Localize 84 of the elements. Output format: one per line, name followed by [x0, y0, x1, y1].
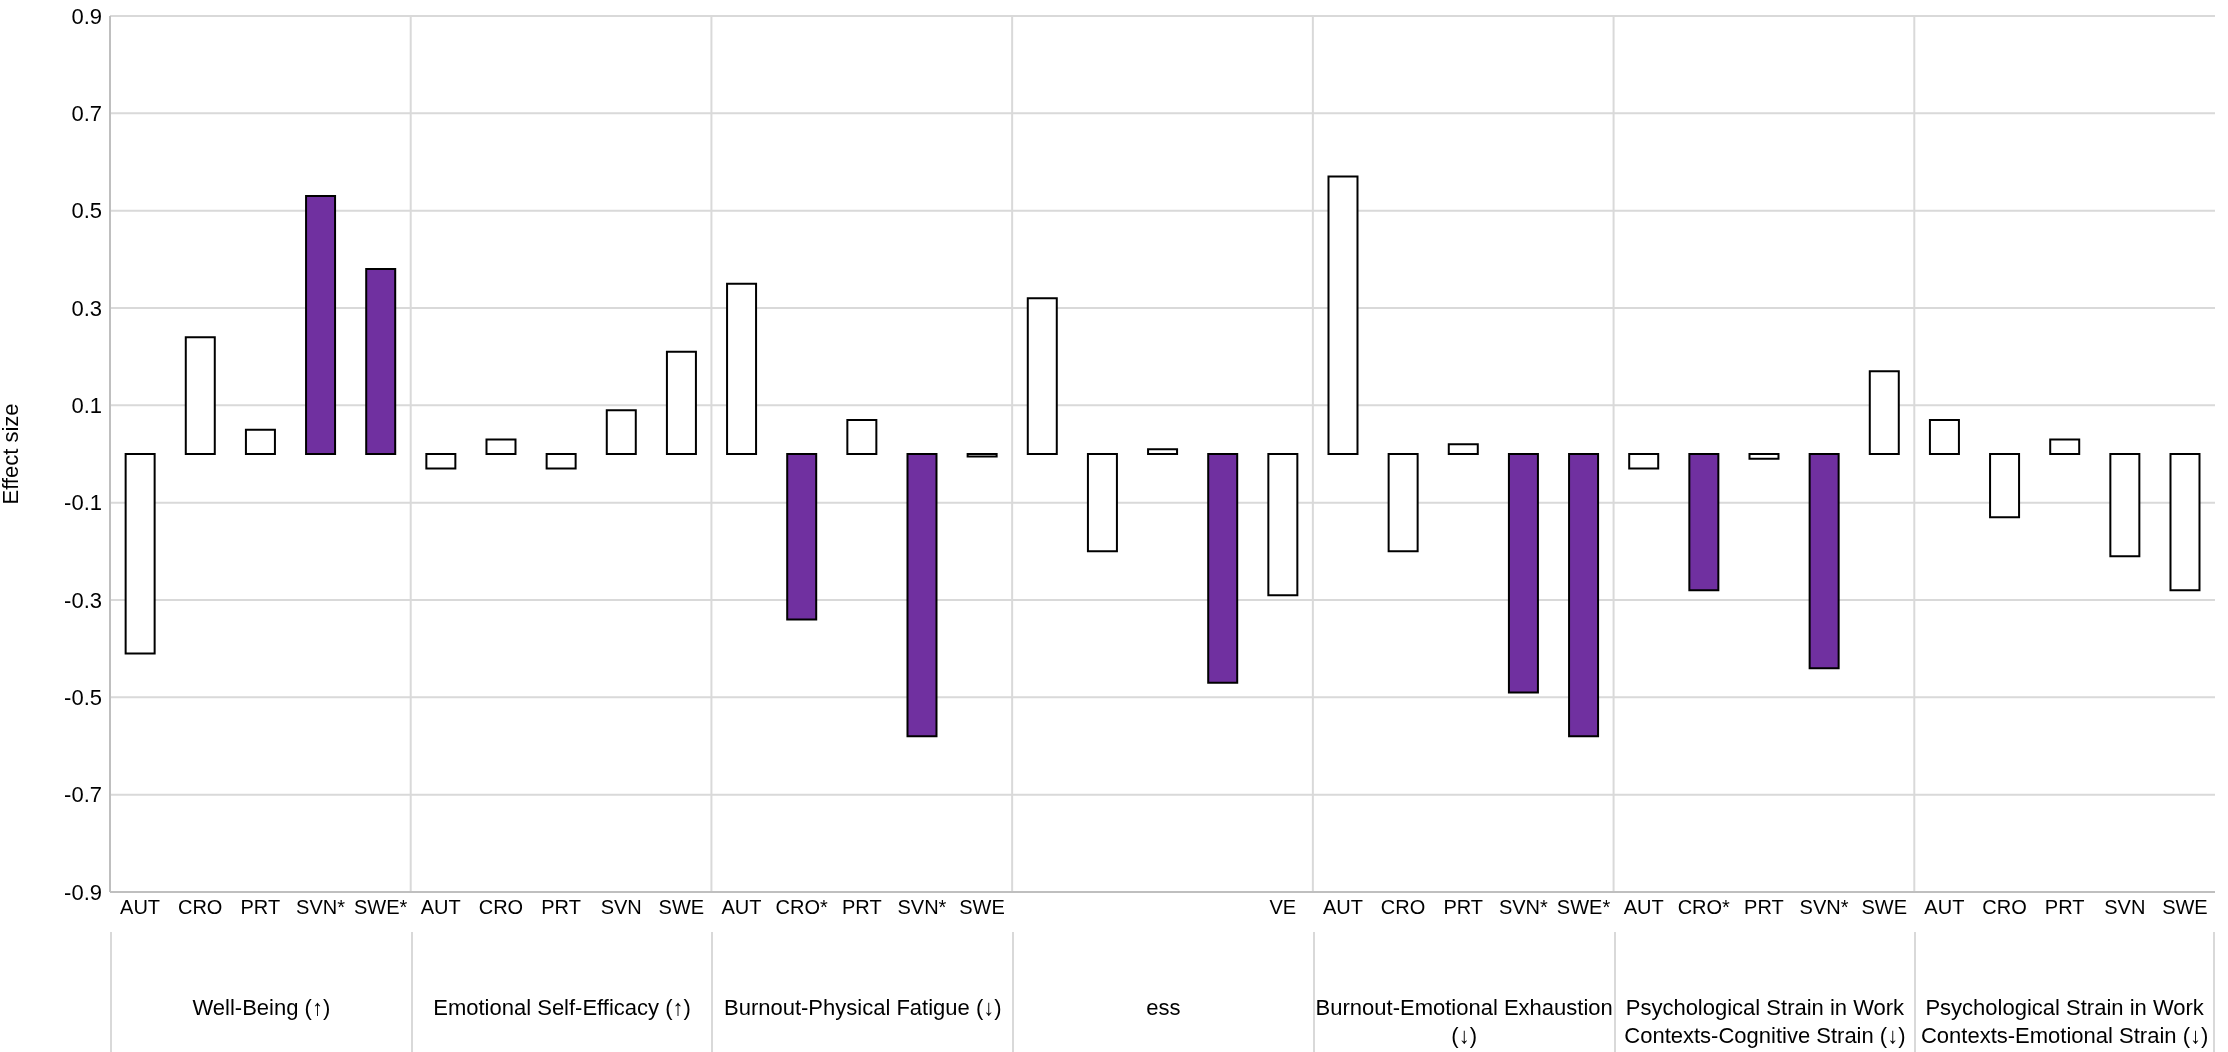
- bar: [605, 409, 637, 455]
- x-tick-label: SVN: [600, 896, 642, 919]
- y-tick-label: -0.5: [64, 685, 102, 711]
- x-tick-label: SWE: [658, 896, 705, 919]
- bar: [846, 418, 878, 455]
- bar: [1267, 453, 1299, 597]
- bar: [1568, 453, 1600, 738]
- bar: [1327, 175, 1359, 455]
- y-tick-label: 0.9: [71, 3, 102, 29]
- bar: [1447, 443, 1479, 455]
- y-tick-label: 0.7: [71, 101, 102, 127]
- bar: [1808, 453, 1840, 670]
- x-tick-label: PRT: [2044, 896, 2085, 919]
- bar: [425, 453, 457, 470]
- y-tick-label: 0.3: [71, 295, 102, 321]
- bar: [545, 453, 577, 470]
- bar: [244, 428, 276, 455]
- bar: [1026, 297, 1058, 455]
- bar: [1868, 370, 1900, 455]
- x-tick-label: AUT: [1322, 896, 1363, 919]
- y-tick-label: -0.9: [64, 879, 102, 905]
- bar: [786, 453, 818, 621]
- x-tick-label: VE: [1269, 896, 1297, 919]
- x-tick-label: AUT: [120, 896, 161, 919]
- bar: [305, 195, 337, 455]
- bar: [906, 453, 938, 738]
- y-axis-title: Effect size: [0, 403, 23, 505]
- text: Psychological Strain in Work Contexts-Cognitive Strain (↓): [1613, 932, 1915, 1052]
- text: Well-Being (↑): [110, 932, 411, 1052]
- x-tick-label: SWE*: [1556, 896, 1611, 919]
- x-tick-label: SVN*: [897, 896, 947, 919]
- x-tick-label: CRO: [1380, 896, 1426, 919]
- bar: [2049, 438, 2081, 455]
- y-tick-label: -0.3: [64, 587, 102, 613]
- text: Psychological Strain in Work Contexts-Emotional Strain (↓): [1914, 932, 2215, 1052]
- x-tick-label: SVN*: [296, 896, 346, 919]
- text: Emotional Self-Efficacy (↑): [410, 932, 712, 1052]
- x-tick-label: SWE: [2162, 896, 2208, 919]
- bar: [2169, 453, 2201, 592]
- x-tick-label: AUT: [420, 896, 461, 919]
- x-tick-label: SWE: [1861, 896, 1907, 919]
- x-tick-label: PRT: [1443, 896, 1484, 919]
- bar: [1507, 453, 1539, 694]
- x-tick-label: SVN*: [1799, 896, 1849, 919]
- bar: [1688, 453, 1720, 592]
- y-tick-label: -0.7: [64, 782, 102, 808]
- y-tick-label: 0.1: [71, 393, 102, 419]
- x-tick-label: SWE*: [353, 896, 408, 919]
- bar: [1207, 453, 1239, 684]
- bar: [726, 282, 758, 455]
- text: ess: [1012, 932, 1313, 1052]
- bar: [184, 336, 216, 455]
- bar: [1147, 448, 1179, 455]
- text: Burnout-Physical Fatigue (↓): [711, 932, 1013, 1052]
- y-tick-label: -0.1: [64, 490, 102, 516]
- x-tick-label: SVN: [2104, 896, 2146, 919]
- bar: [1989, 453, 2021, 519]
- bar: [365, 268, 397, 455]
- x-tick-label: SWE: [959, 896, 1005, 919]
- x-tick-label: AUT: [1623, 896, 1664, 919]
- x-tick-label: CRO: [177, 896, 223, 919]
- bar: [966, 453, 998, 458]
- x-tick-label: AUT: [1924, 896, 1965, 919]
- bar: [1387, 453, 1419, 553]
- bar: [665, 350, 697, 455]
- text: Burnout-Emotional Exhaustion (↓): [1312, 932, 1614, 1052]
- bar: [1928, 418, 1960, 455]
- bar: [124, 453, 156, 655]
- x-tick-label: CRO: [1982, 896, 2027, 919]
- bar: [485, 438, 517, 455]
- x-tick-label: PRT: [1744, 896, 1784, 919]
- bar: [1748, 453, 1780, 460]
- x-tick-label: PRT: [240, 896, 281, 919]
- bar: [1086, 453, 1118, 553]
- x-tick-label: AUT: [721, 896, 762, 919]
- y-tick-label: 0.5: [71, 198, 102, 224]
- x-tick-label: CRO: [478, 896, 524, 919]
- x-tick-label: SVN*: [1498, 896, 1549, 919]
- x-tick-label: PRT: [541, 896, 581, 919]
- x-tick-label: PRT: [841, 896, 882, 919]
- x-tick-label: CRO*: [1677, 896, 1731, 919]
- bar: [2109, 453, 2141, 558]
- bar: [1628, 453, 1660, 470]
- x-tick-label: CRO*: [775, 896, 828, 919]
